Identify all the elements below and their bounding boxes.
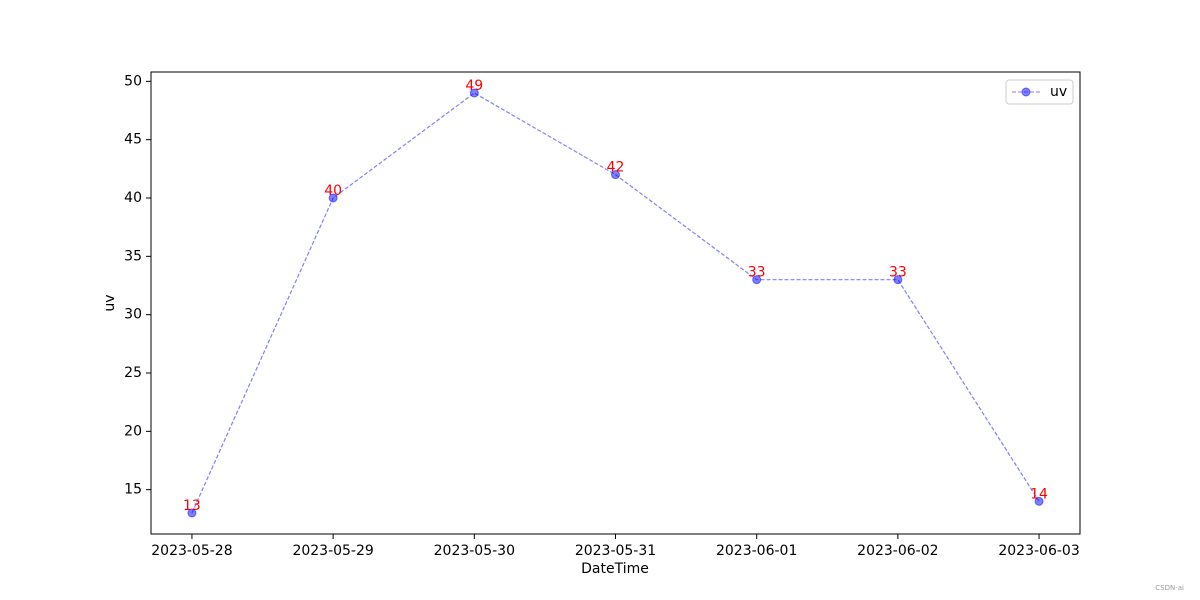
- x-tick-label: 2023-05-31: [575, 543, 656, 559]
- y-axis-label: uv: [102, 294, 118, 311]
- y-tick-label: 50: [124, 73, 142, 89]
- marker: [893, 275, 903, 285]
- x-tick-label: 2023-06-02: [857, 543, 938, 559]
- marker: [187, 508, 197, 518]
- data-label: 33: [748, 265, 766, 281]
- y-tick-label: 40: [124, 190, 142, 206]
- y-tick-label: 15: [124, 482, 142, 498]
- marker: [1034, 496, 1044, 506]
- y-tick-label: 45: [124, 132, 142, 148]
- marker: [752, 275, 762, 285]
- x-tick-label: 2023-05-29: [292, 543, 373, 559]
- x-tick-label: 2023-06-01: [716, 543, 797, 559]
- y-tick-label: 35: [124, 248, 142, 264]
- x-tick-label: 2023-05-30: [434, 543, 515, 559]
- plot-frame: [150, 71, 1081, 535]
- marker: [328, 193, 338, 203]
- data-label: 40: [324, 183, 342, 199]
- data-label: 14: [1030, 486, 1048, 502]
- data-label: 42: [607, 160, 625, 176]
- data-label: 33: [889, 265, 907, 281]
- legend-marker: [1021, 87, 1031, 97]
- y-tick-label: 20: [124, 423, 142, 439]
- data-label: 49: [465, 78, 483, 94]
- data-label: 13: [183, 498, 201, 514]
- legend-label: uv: [1050, 84, 1067, 100]
- y-tick-label: 30: [124, 307, 142, 323]
- watermark: CSDN-ai: [1155, 584, 1184, 592]
- x-axis-label: DateTime: [581, 561, 649, 577]
- y-tick-label: 25: [124, 365, 142, 381]
- marker: [469, 88, 479, 98]
- x-tick-label: 2023-06-03: [998, 543, 1079, 559]
- x-tick-label: 2023-05-28: [151, 543, 232, 559]
- marker: [611, 170, 620, 180]
